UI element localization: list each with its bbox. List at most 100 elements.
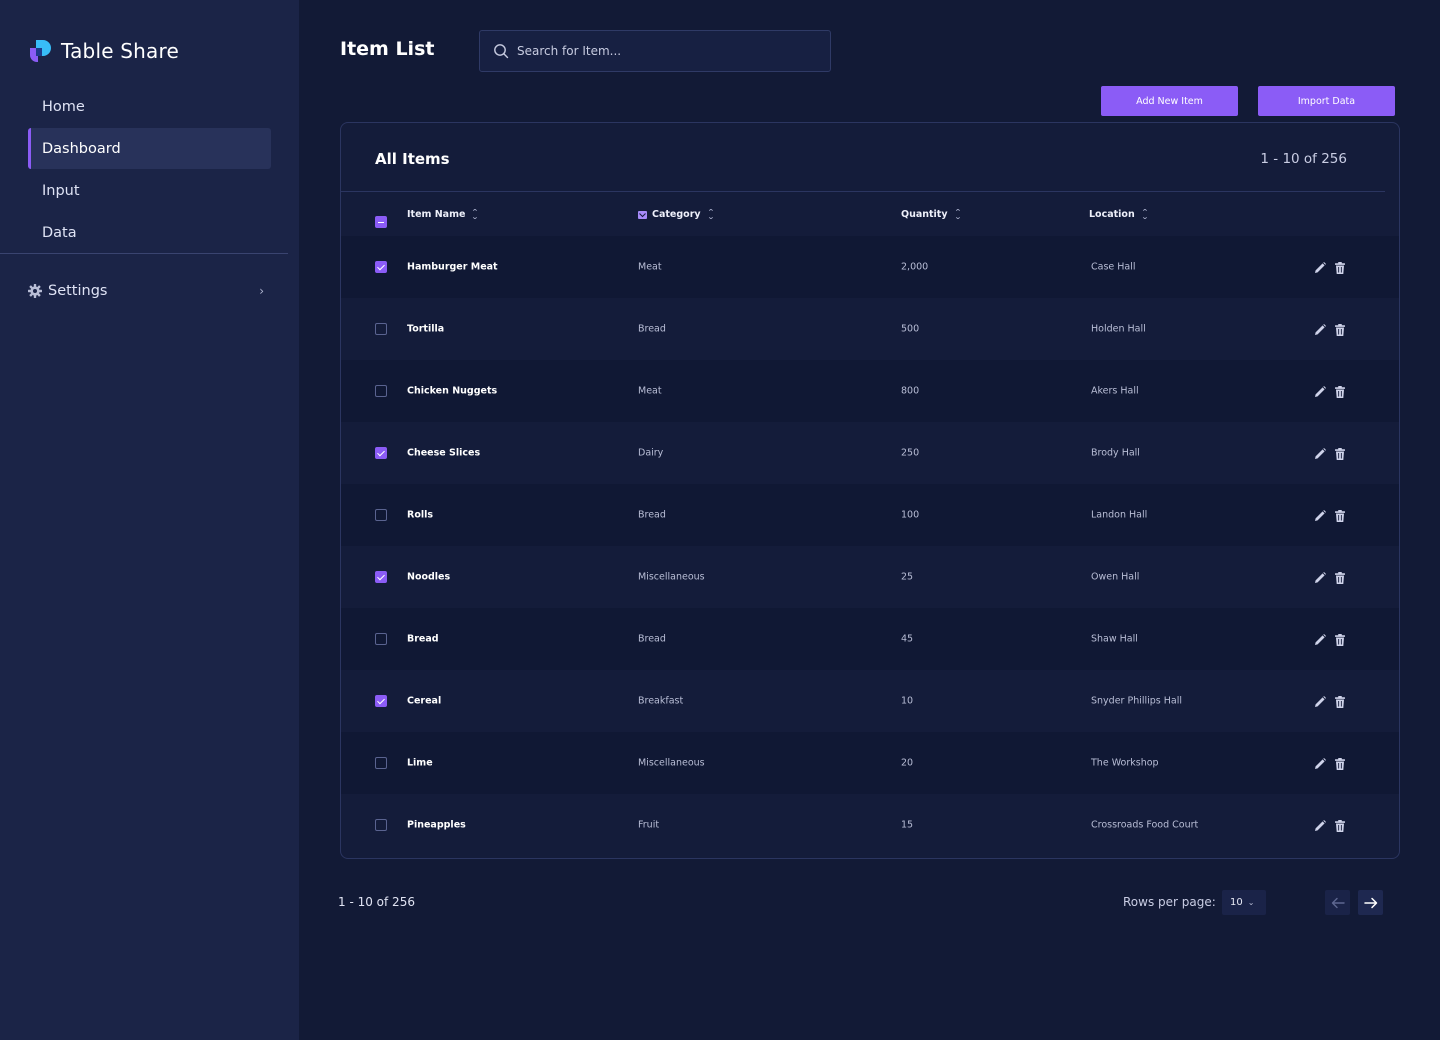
table-row[interactable]: Rolls Bread 100 Landon Hall <box>341 484 1399 546</box>
table-row[interactable]: Cheese Slices Dairy 250 Brody Hall <box>341 422 1399 484</box>
sidebar-item-label: Dashboard <box>42 140 121 157</box>
pencil-icon[interactable] <box>1313 570 1327 584</box>
pencil-icon[interactable] <box>1313 260 1327 274</box>
table-row[interactable]: Chicken Nuggets Meat 800 Akers Hall <box>341 360 1399 422</box>
row-checkbox[interactable] <box>375 261 387 273</box>
previous-page-button[interactable] <box>1325 890 1350 915</box>
trash-icon[interactable] <box>1333 260 1347 274</box>
table-row[interactable]: Noodles Miscellaneous 25 Owen Hall <box>341 546 1399 608</box>
sidebar-item-dashboard[interactable]: Dashboard <box>28 128 271 169</box>
row-checkbox[interactable] <box>375 385 387 397</box>
sidebar-divider <box>0 253 288 254</box>
sidebar-item-home[interactable]: Home <box>28 86 271 127</box>
pencil-icon[interactable] <box>1313 632 1327 646</box>
cell-quantity: 10 <box>901 695 914 707</box>
trash-icon[interactable] <box>1333 384 1347 398</box>
cell-quantity: 15 <box>901 819 914 831</box>
cell-quantity: 800 <box>901 385 920 397</box>
sidebar-item-label: Data <box>42 224 77 241</box>
table-row[interactable]: Pineapples Fruit 15 Crossroads Food Court <box>341 794 1399 856</box>
add-new-item-button[interactable]: Add New Item <box>1101 86 1238 116</box>
chevron-down-icon: ⌄ <box>1247 898 1255 907</box>
sidebar-nav: Home Dashboard Input Data <box>28 86 271 254</box>
cell-location: Owen Hall <box>1091 571 1140 583</box>
cell-location: Holden Hall <box>1091 323 1146 335</box>
row-checkbox[interactable] <box>375 509 387 521</box>
brand[interactable]: Table Share <box>28 38 179 64</box>
arrow-left-icon <box>1331 897 1345 908</box>
pencil-icon[interactable] <box>1313 694 1327 708</box>
row-actions <box>1313 508 1347 522</box>
cell-item-name: Hamburger Meat <box>407 261 498 273</box>
pencil-icon[interactable] <box>1313 818 1327 832</box>
next-page-button[interactable] <box>1358 890 1383 915</box>
row-checkbox[interactable] <box>375 447 387 459</box>
rows-per-page-value: 10 <box>1230 897 1243 908</box>
table-header: Item Name ⌃ ⌄ Category ⌃ ⌄ Quantity ⌃ ⌄ Loc… <box>341 198 1399 234</box>
table-row[interactable]: Tortilla Bread 500 Holden Hall <box>341 298 1399 360</box>
column-label: Quantity <box>901 209 948 220</box>
row-actions <box>1313 446 1347 460</box>
row-checkbox[interactable] <box>375 633 387 645</box>
pencil-icon[interactable] <box>1313 756 1327 770</box>
trash-icon[interactable] <box>1333 632 1347 646</box>
row-actions <box>1313 632 1347 646</box>
column-header-item-name[interactable]: Item Name ⌃ ⌄ <box>407 208 479 220</box>
table-body: Hamburger Meat Meat 2,000 Case Hall Tortilla… <box>341 236 1399 856</box>
pencil-icon[interactable] <box>1313 508 1327 522</box>
cell-quantity: 2,000 <box>901 261 929 273</box>
table-row[interactable]: Cereal Breakfast 10 Snyder Phillips Hall <box>341 670 1399 732</box>
column-header-quantity[interactable]: Quantity ⌃ ⌄ <box>901 207 962 221</box>
trash-icon[interactable] <box>1333 446 1347 460</box>
trash-icon[interactable] <box>1333 322 1347 336</box>
trash-icon[interactable] <box>1333 756 1347 770</box>
cell-quantity: 20 <box>901 757 914 769</box>
search-box[interactable] <box>479 30 831 72</box>
cell-location: Case Hall <box>1091 261 1136 273</box>
rows-per-page-select[interactable]: 10 ⌄ <box>1222 890 1266 915</box>
trash-icon[interactable] <box>1333 570 1347 584</box>
row-checkbox[interactable] <box>375 695 387 707</box>
search-input[interactable] <box>517 44 807 58</box>
cell-quantity: 500 <box>901 323 920 335</box>
cell-item-name: Lime <box>407 757 433 769</box>
table-row[interactable]: Bread Bread 45 Shaw Hall <box>341 608 1399 670</box>
cell-item-name: Rolls <box>407 509 434 521</box>
pencil-icon[interactable] <box>1313 384 1327 398</box>
row-checkbox[interactable] <box>375 757 387 769</box>
sidebar-item-label: Home <box>42 98 85 115</box>
row-checkbox[interactable] <box>375 571 387 583</box>
pencil-icon[interactable] <box>1313 322 1327 336</box>
cell-location: Snyder Phillips Hall <box>1091 695 1183 707</box>
sidebar-item-input[interactable]: Input <box>28 170 271 211</box>
filter-icon <box>638 210 647 219</box>
pencil-icon[interactable] <box>1313 446 1327 460</box>
table-row[interactable]: Lime Miscellaneous 20 The Workshop <box>341 732 1399 794</box>
sidebar-item-data[interactable]: Data <box>28 212 271 253</box>
column-header-category[interactable]: Category ⌃ ⌄ <box>638 208 714 220</box>
trash-icon[interactable] <box>1333 508 1347 522</box>
cell-location: The Workshop <box>1091 757 1159 769</box>
row-checkbox[interactable] <box>375 323 387 335</box>
table-share-logo <box>28 38 54 64</box>
trash-icon[interactable] <box>1333 818 1347 832</box>
table-row[interactable]: Hamburger Meat Meat 2,000 Case Hall <box>341 236 1399 298</box>
row-actions <box>1313 260 1347 274</box>
row-checkbox[interactable] <box>375 819 387 831</box>
cell-item-name: Pineapples <box>407 819 466 831</box>
import-data-button[interactable]: Import Data <box>1258 86 1395 116</box>
trash-icon[interactable] <box>1333 694 1347 708</box>
cell-item-name: Noodles <box>407 571 451 583</box>
cell-location: Brody Hall <box>1091 447 1140 459</box>
column-header-location[interactable]: Location ⌃ ⌄ <box>1089 208 1148 220</box>
search-icon <box>493 43 509 59</box>
sort-icon: ⌃ ⌄ <box>953 207 962 221</box>
cell-category: Fruit <box>638 819 660 831</box>
sidebar: Table Share Home Dashboard Input Data <box>0 0 299 1040</box>
sidebar-item-settings[interactable]: Settings › <box>28 278 264 304</box>
row-actions <box>1313 818 1347 832</box>
row-actions <box>1313 384 1347 398</box>
cell-quantity: 25 <box>901 571 914 583</box>
column-label: Item Name <box>407 209 466 220</box>
select-all-checkbox[interactable] <box>375 216 387 228</box>
